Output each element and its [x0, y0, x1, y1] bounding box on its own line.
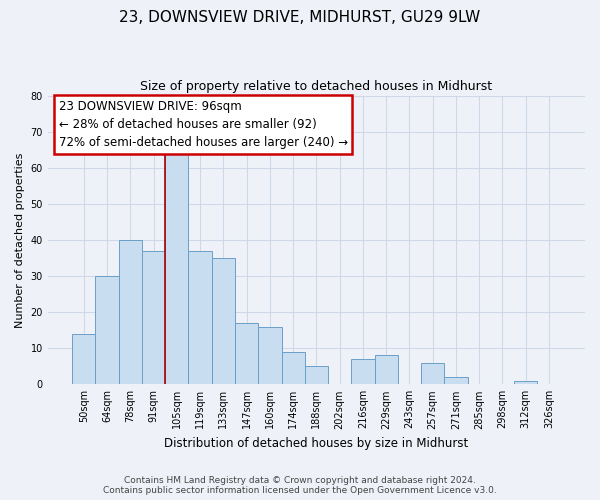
Bar — [374, 356, 398, 384]
Bar — [351, 359, 374, 384]
X-axis label: Distribution of detached houses by size in Midhurst: Distribution of detached houses by size … — [164, 437, 469, 450]
Title: Size of property relative to detached houses in Midhurst: Size of property relative to detached ho… — [140, 80, 493, 93]
Y-axis label: Number of detached properties: Number of detached properties — [15, 152, 25, 328]
Bar — [281, 352, 305, 384]
Bar — [235, 323, 258, 384]
Bar — [95, 276, 119, 384]
Bar — [258, 326, 281, 384]
Bar — [421, 362, 445, 384]
Bar — [165, 154, 188, 384]
Bar — [305, 366, 328, 384]
Bar — [445, 377, 467, 384]
Bar — [72, 334, 95, 384]
Bar — [119, 240, 142, 384]
Bar — [514, 380, 538, 384]
Text: 23, DOWNSVIEW DRIVE, MIDHURST, GU29 9LW: 23, DOWNSVIEW DRIVE, MIDHURST, GU29 9LW — [119, 10, 481, 25]
Bar — [212, 258, 235, 384]
Bar — [142, 251, 165, 384]
Text: Contains HM Land Registry data © Crown copyright and database right 2024.
Contai: Contains HM Land Registry data © Crown c… — [103, 476, 497, 495]
Bar — [188, 251, 212, 384]
Text: 23 DOWNSVIEW DRIVE: 96sqm
← 28% of detached houses are smaller (92)
72% of semi-: 23 DOWNSVIEW DRIVE: 96sqm ← 28% of detac… — [59, 100, 347, 149]
